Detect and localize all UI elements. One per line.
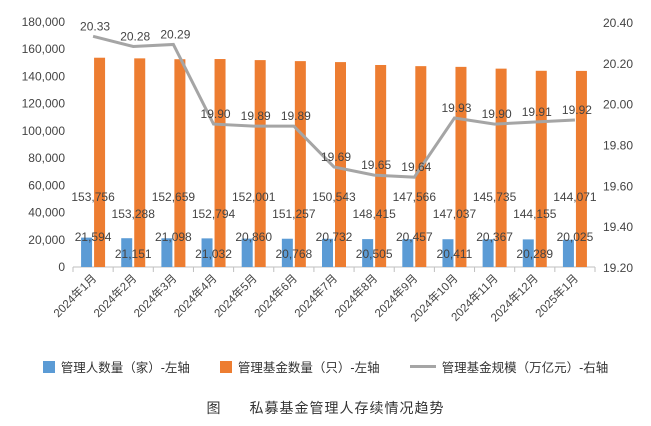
bar-managers xyxy=(161,238,173,267)
data-label-funds: 150,543 xyxy=(312,190,356,204)
caption-prefix: 图 xyxy=(206,401,222,417)
data-label-funds: 151,257 xyxy=(272,207,316,221)
bar-managers xyxy=(522,239,534,267)
right-axis-tick-label: 20.40 xyxy=(603,16,633,30)
caption-text: 私募基金管理人存续情况趋势 xyxy=(249,401,445,417)
data-label-scale: 19.90 xyxy=(482,107,512,121)
legend-swatch-line xyxy=(409,365,436,368)
left-axis-tick-label: 60,000 xyxy=(28,178,65,192)
bar-funds xyxy=(294,61,306,267)
data-label-funds: 147,037 xyxy=(433,207,477,221)
data-label-managers: 20,860 xyxy=(235,230,272,244)
data-label-managers: 21,594 xyxy=(75,230,112,244)
right-axis-tick-label: 19.20 xyxy=(603,261,633,275)
data-label-scale: 20.29 xyxy=(160,27,190,41)
data-label-scale: 19.69 xyxy=(321,150,351,164)
left-axis-tick-label: 0 xyxy=(58,260,65,274)
bar-funds xyxy=(335,62,346,267)
data-label-managers: 21,098 xyxy=(155,230,192,244)
data-label-funds: 144,071 xyxy=(553,190,597,204)
bar-funds xyxy=(214,59,226,267)
bar-funds xyxy=(94,57,106,267)
right-axis-tick-label: 19.60 xyxy=(603,179,633,193)
bar-funds xyxy=(254,60,266,268)
data-label-funds: 153,756 xyxy=(71,190,115,204)
bar-managers xyxy=(281,238,293,267)
data-label-scale: 19.93 xyxy=(441,101,471,115)
bar-managers xyxy=(322,238,333,267)
left-axis-tick-label: 180,000 xyxy=(22,15,66,29)
combo-chart: 0 20,000 40,000 60,000 80,000 100,000 120,000 1… xyxy=(22,15,634,325)
data-label-scale: 20.28 xyxy=(120,30,150,44)
bar-managers xyxy=(201,238,213,267)
legend-label: 管理基金规模（万亿元）-右轴 xyxy=(441,361,609,375)
data-label-funds: 147,566 xyxy=(393,190,437,204)
legend-item-scale: 管理基金规模（万亿元）-右轴 xyxy=(409,357,609,376)
legend-swatch-orange xyxy=(219,360,232,373)
bar-managers xyxy=(562,239,574,267)
bar-managers xyxy=(241,238,253,267)
data-label-funds: 153,288 xyxy=(112,207,156,221)
data-label-scale: 19.64 xyxy=(401,160,431,174)
data-label-managers: 21,032 xyxy=(195,247,232,261)
data-label-funds: 144,155 xyxy=(513,207,557,221)
left-axis-tick-label: 100,000 xyxy=(22,124,66,138)
legend: 管理人数量（家）-左轴 管理基金数量（只）-左轴 管理基金规模（万亿元）-右轴 xyxy=(0,357,651,376)
data-label-managers: 20,457 xyxy=(396,230,433,244)
data-label-scale: 19.90 xyxy=(201,107,231,121)
data-label-managers: 20,411 xyxy=(437,247,473,261)
bar-managers xyxy=(482,239,494,267)
right-axis-tick-label: 20.20 xyxy=(603,57,633,71)
right-axis-tick-label: 19.80 xyxy=(603,139,633,153)
data-label-funds: 152,659 xyxy=(152,190,196,204)
right-axis-tick-label: 20.00 xyxy=(603,98,633,112)
left-axis-tick-label: 40,000 xyxy=(28,206,65,220)
bar-managers xyxy=(81,237,93,267)
bar-funds xyxy=(174,59,186,267)
legend-swatch-blue xyxy=(42,360,55,373)
data-label-scale: 19.89 xyxy=(241,109,271,123)
bar-funds xyxy=(575,70,587,268)
left-axis-tick-label: 120,000 xyxy=(22,97,66,111)
data-label-scale: 19.65 xyxy=(361,158,391,172)
left-axis-tick-label: 80,000 xyxy=(28,151,65,165)
left-axis-tick-label: 20,000 xyxy=(28,233,65,247)
line-fund-scale xyxy=(92,34,575,179)
data-label-scale: 19.91 xyxy=(522,105,552,119)
data-label-managers: 20,768 xyxy=(275,247,312,261)
data-label-scale: 19.92 xyxy=(562,103,592,117)
x-tick-label: 2025年1月 xyxy=(532,271,581,320)
data-label-scale: 19.89 xyxy=(281,109,311,123)
data-label-scale: 20.33 xyxy=(80,19,110,33)
figure-caption: 图 私募基金管理人存续情况趋势 xyxy=(0,398,651,418)
data-label-managers: 21,151 xyxy=(115,247,152,261)
data-label-managers: 20,289 xyxy=(516,247,553,261)
data-label-funds: 148,415 xyxy=(352,207,396,221)
bar-funds xyxy=(495,68,507,267)
data-label-managers: 20,025 xyxy=(557,230,594,244)
left-axis-tick-label: 160,000 xyxy=(22,42,66,56)
legend-label: 管理人数量（家）-左轴 xyxy=(60,361,190,375)
data-label-funds: 152,794 xyxy=(192,207,236,221)
bar-managers xyxy=(442,239,454,267)
legend-label: 管理基金数量（只）-左轴 xyxy=(237,361,380,375)
data-label-managers: 20,505 xyxy=(356,247,393,261)
bar-funds xyxy=(535,70,547,267)
legend-item-funds: 管理基金数量（只）-左轴 xyxy=(219,357,380,376)
bar-managers xyxy=(121,238,133,267)
data-label-managers: 20,732 xyxy=(316,230,353,244)
bar-funds xyxy=(375,64,387,267)
bar-managers xyxy=(362,239,374,267)
legend-item-managers: 管理人数量（家）-左轴 xyxy=(42,357,190,376)
data-label-managers: 20,367 xyxy=(476,230,513,244)
data-label-funds: 152,001 xyxy=(232,190,276,204)
bar-funds xyxy=(134,58,146,267)
bar-managers xyxy=(402,239,414,267)
bar-funds xyxy=(455,66,467,267)
data-label-funds: 145,735 xyxy=(473,190,517,204)
left-axis-tick-label: 140,000 xyxy=(22,69,66,83)
right-axis-tick-label: 19.40 xyxy=(603,220,633,234)
